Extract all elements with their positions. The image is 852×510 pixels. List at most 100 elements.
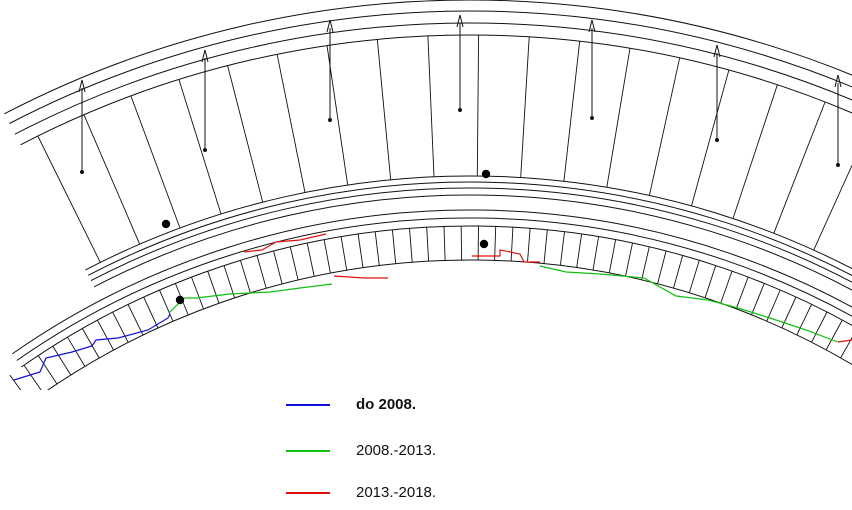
spandrel-wall-joints	[37, 34, 852, 263]
crack-line	[333, 275, 388, 279]
intrados-line	[47, 259, 852, 390]
spandrel-joint	[648, 57, 681, 196]
voussoir-joint	[559, 231, 565, 266]
voussoir-joint	[97, 319, 114, 351]
anchor-arrowhead	[713, 44, 721, 58]
crack-line	[169, 283, 333, 313]
voussoir-joint	[494, 226, 497, 261]
spandrel-joint	[476, 34, 480, 177]
voussoir-joint	[143, 296, 159, 329]
voussoir-joint	[289, 246, 299, 281]
voussoir-joint	[357, 233, 364, 268]
voussoir-joint	[23, 364, 42, 390]
voussoir-joint	[426, 227, 430, 262]
arch-band-line	[90, 187, 852, 283]
voussoir-joint	[608, 239, 617, 274]
voussoir-joint	[112, 311, 129, 343]
voussoir-joint	[720, 270, 733, 304]
voussoir-joint	[0, 386, 17, 391]
crack-lines	[13, 233, 852, 381]
voussoir-joint	[273, 250, 283, 285]
anchor-end	[836, 163, 840, 167]
voussoir-joint	[159, 289, 174, 322]
spandrel-joint	[83, 114, 141, 245]
measurement-point	[479, 239, 489, 249]
arch-band-line	[87, 181, 852, 277]
voussoir-joint	[256, 255, 267, 289]
voussoir-joint	[796, 304, 813, 336]
voussoir-joint	[409, 228, 413, 263]
spandrel-joint	[773, 101, 826, 234]
voussoir-joint	[811, 311, 828, 343]
voussoir-joint	[37, 355, 58, 385]
measurement-point	[161, 219, 171, 229]
spandrel-joint	[732, 84, 778, 219]
legend-item-do-2008: do 2008.	[282, 392, 582, 422]
voussoir-joint	[704, 265, 717, 298]
voussoir-joint	[840, 336, 852, 359]
legend-item-2008-2013: 2008.-2013.	[282, 438, 582, 468]
spandrel-joint	[178, 79, 222, 215]
legend-label: do 2008.	[356, 396, 417, 413]
arch-structure-lines	[4, 0, 852, 390]
anchor-arrowhead	[456, 14, 464, 28]
voussoir-joint	[239, 260, 251, 294]
voussoir-joints	[0, 225, 852, 391]
voussoir-joint	[340, 236, 348, 271]
voussoir-joint	[688, 260, 700, 293]
voussoir-joint	[766, 289, 781, 322]
voussoir-joint	[641, 246, 650, 281]
voussoir-joint	[191, 276, 204, 310]
legend-swatch-red	[286, 492, 330, 494]
voussoir-joint	[306, 243, 315, 277]
anchor-arrowhead	[834, 74, 842, 88]
anchor-rods	[78, 14, 842, 174]
legend-swatch-green	[286, 450, 330, 452]
legend-label: 2008.-2013.	[356, 442, 437, 459]
anchor-end	[80, 170, 84, 174]
voussoir-joint	[657, 250, 667, 284]
spandrel-joint	[227, 65, 264, 203]
voussoir-joint	[67, 336, 86, 367]
legend-swatch-blue	[286, 404, 330, 406]
voussoir-joint	[52, 346, 72, 376]
legend-item-2013-2018: 2013.-2018.	[282, 480, 582, 510]
anchor-arrowhead	[326, 19, 334, 33]
voussoir-joint	[223, 265, 236, 299]
voussoir-joint	[543, 229, 548, 264]
anchor-arrowhead	[78, 79, 86, 93]
spandrel-joint	[427, 35, 435, 177]
voussoir-joint	[374, 231, 380, 266]
spandrel-joint	[520, 36, 530, 178]
legend-label: 2013.-2018.	[356, 484, 437, 501]
voussoir-joint	[576, 233, 583, 268]
spandrel-joint	[130, 95, 181, 229]
anchor-end	[328, 118, 332, 122]
crack-line	[243, 233, 327, 253]
crack-line	[13, 313, 171, 381]
voussoir-joint	[323, 239, 331, 274]
voussoir-joint	[751, 283, 765, 315]
anchor-end	[590, 116, 594, 120]
voussoir-joint	[625, 242, 633, 277]
voussoir-joint	[391, 229, 397, 264]
voussoir-joint	[735, 276, 749, 309]
spandrel-joint	[691, 69, 730, 207]
voussoir-joint	[510, 227, 514, 262]
voussoir-joint	[207, 271, 220, 304]
measurement-point	[175, 295, 185, 305]
spandrel-joint	[813, 164, 852, 251]
voussoir-joint	[9, 374, 22, 390]
anchor-end	[203, 148, 207, 152]
parapet-line	[4, 0, 852, 115]
voussoir-joint	[673, 255, 684, 289]
extrados-line	[16, 217, 852, 361]
spandrel-joint	[563, 41, 581, 182]
crack-line	[539, 265, 839, 343]
measurement-point	[481, 169, 491, 179]
voussoir-joint	[127, 304, 144, 336]
parapet-line	[9, 10, 852, 124]
crack-line	[472, 249, 540, 263]
voussoir-joint	[82, 328, 100, 359]
spandrel-joint	[606, 48, 631, 188]
